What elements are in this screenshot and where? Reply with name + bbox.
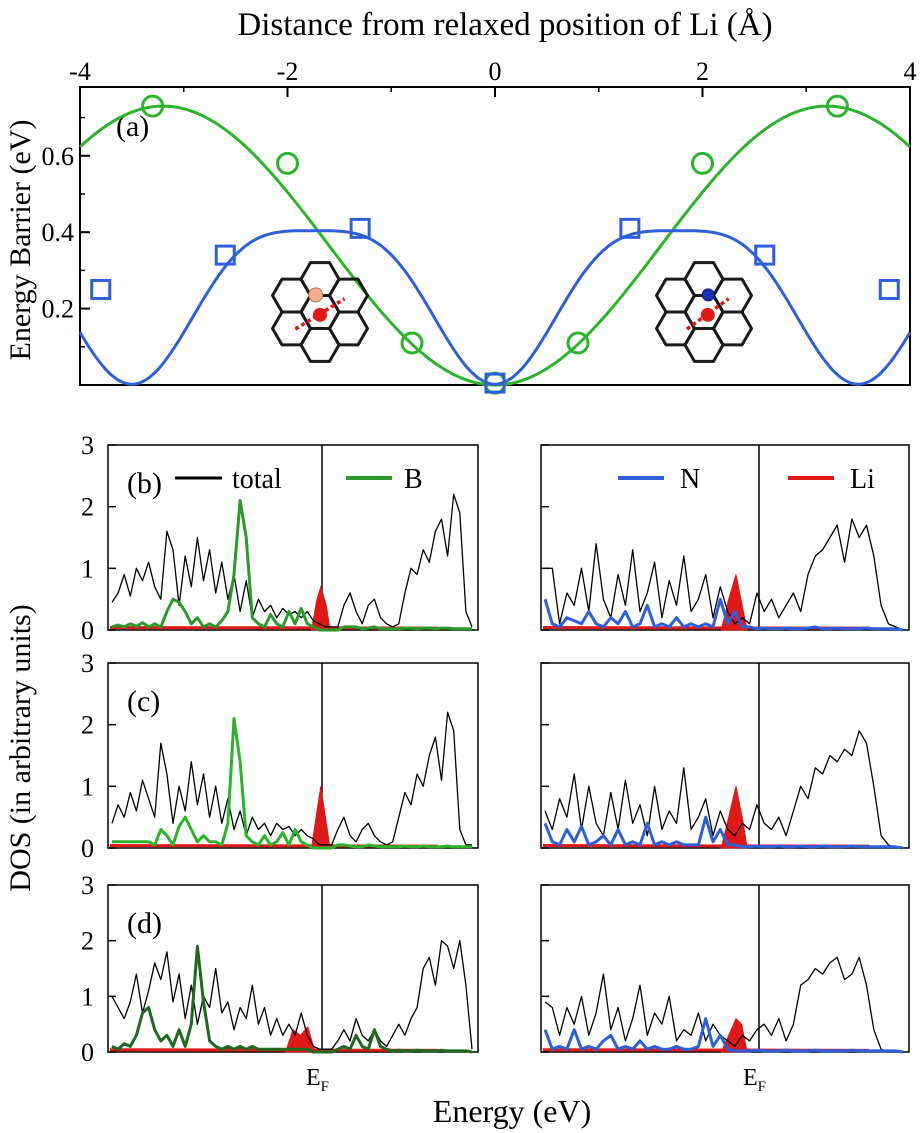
x-tick-label: 2 — [696, 57, 709, 86]
dos-y-tick-label: 0 — [81, 616, 94, 645]
lattice-hexagon — [299, 327, 341, 363]
x-tick-label: -4 — [69, 57, 91, 86]
li-dos-fill — [720, 574, 748, 631]
n-dos-line — [543, 815, 904, 850]
lattice-hexagon — [683, 327, 725, 363]
legend-b-label: B — [404, 464, 423, 495]
y-axis-title: Energy Barrier (eV) — [4, 120, 37, 361]
x-axis-title-energy: Energy (eV) — [433, 1093, 591, 1129]
panel-label-d: (d) — [127, 907, 162, 940]
blue-square-marker — [878, 278, 900, 300]
dos-y-tick-label: 1 — [81, 982, 94, 1011]
total-dos-line — [111, 940, 473, 1050]
dos-y-tick-label: 2 — [81, 493, 94, 522]
blue-square-marker — [484, 372, 506, 394]
dos-y-tick-label: 1 — [81, 772, 94, 801]
panel-a-frame — [79, 86, 911, 386]
dos-panel-frame — [107, 662, 479, 849]
blue-square-marker — [349, 217, 371, 239]
b-dos-line — [111, 944, 473, 1054]
panel-label-b: (b) — [127, 467, 162, 500]
li-path-dashed-line — [685, 297, 730, 331]
panel-label-c: (c) — [127, 685, 160, 718]
fermi-subscript: F — [758, 1079, 766, 1095]
green-barrier-curve — [79, 104, 911, 387]
blue-barrier-curve — [78, 229, 912, 386]
dos-y-tick-label: 0 — [81, 1038, 94, 1067]
fermi-energy-label: EF — [306, 1065, 329, 1095]
blue-square-marker — [214, 244, 236, 266]
dos-y-tick-label: 2 — [81, 711, 94, 740]
dos-y-tick-label: 2 — [81, 927, 94, 956]
total-dos-line — [111, 711, 472, 846]
green-circle-marker — [400, 331, 424, 355]
y-axis-title-dos: DOS (in arbitrary units) — [4, 604, 37, 891]
dopant-atom — [308, 287, 324, 303]
total-dos-line — [544, 956, 903, 1053]
green-circle-marker — [691, 151, 714, 175]
y-tick-label: 0.4 — [42, 218, 75, 247]
li-dos-fill — [310, 786, 331, 849]
dos-y-tick-label: 3 — [81, 871, 94, 900]
x-tick-label: 0 — [489, 57, 502, 86]
panel-label-a: (a) — [116, 110, 149, 143]
dos-panel-frame — [107, 444, 479, 631]
fermi-e: E — [743, 1065, 758, 1091]
dos-y-tick-label: 3 — [81, 649, 94, 678]
total-dos-line — [544, 730, 903, 849]
li-atom — [700, 307, 715, 322]
green-circle-marker — [141, 94, 165, 118]
green-circle-marker — [566, 331, 590, 355]
blue-square-marker — [619, 217, 641, 239]
b-dos-line — [112, 717, 472, 850]
dos-y-tick-label: 0 — [81, 834, 94, 863]
legend-li-label: Li — [850, 464, 875, 495]
total-dos-line — [111, 493, 473, 628]
blue-square-marker — [754, 244, 776, 266]
fermi-e: E — [306, 1065, 321, 1091]
fermi-subscript: F — [321, 1079, 329, 1095]
dopant-atom — [701, 288, 715, 302]
n-dos-line — [543, 1017, 904, 1054]
dos-panel-frame — [540, 662, 910, 849]
n-dos-line — [543, 597, 904, 632]
legend-n-label: N — [680, 464, 700, 495]
y-tick-label: 0.6 — [42, 142, 75, 171]
li-atom — [313, 307, 327, 322]
dos-y-tick-label: 3 — [81, 431, 94, 460]
green-circle-marker — [825, 94, 849, 118]
total-dos-line — [545, 518, 904, 631]
fermi-energy-label: EF — [743, 1065, 766, 1095]
blue-square-marker — [90, 278, 112, 300]
top-axis-title: Distance from relaxed position of Li (Å) — [237, 6, 772, 43]
x-tick-label: -2 — [277, 57, 299, 86]
legend-total-label: total — [232, 464, 282, 495]
dos-y-tick-label: 1 — [81, 554, 94, 583]
li-dos-fill — [310, 585, 331, 631]
x-tick-label: 4 — [904, 57, 917, 86]
y-tick-label: 0.2 — [42, 295, 75, 324]
b-dos-line — [111, 499, 472, 632]
green-circle-marker — [276, 151, 299, 175]
